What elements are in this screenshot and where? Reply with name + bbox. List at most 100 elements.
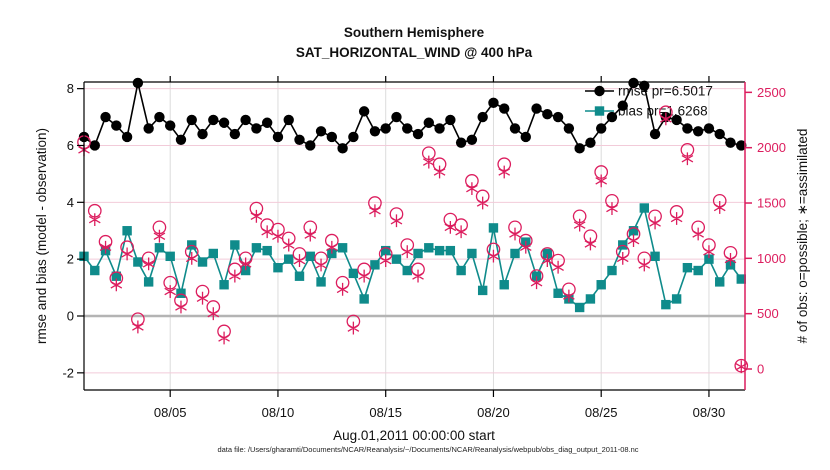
bias-point [499,280,509,290]
y-tick-label-right: 2000 [757,140,786,155]
bias-point [413,248,423,259]
y-tick-label-right: 2500 [757,85,786,100]
bias-point [154,243,165,253]
bias-point [240,265,251,276]
rmse-point [649,128,661,140]
chart-subtitle: SAT_HORIZONTAL_WIND @ 400 hPa [296,45,533,60]
rmse-point [574,143,585,154]
rmse-point [143,123,154,134]
bias-point [596,280,606,290]
rmse-point [402,123,413,134]
bias-point [553,288,563,298]
y-axis-label-left: rmse and bias (model - observation) [34,128,49,344]
rmse-point [261,117,273,128]
rmse-point [682,123,693,134]
rmse-point [154,111,165,123]
bias-point [650,251,660,262]
rmse-point [326,131,338,143]
rmse-point [423,117,434,128]
series-layer [77,77,749,374]
rmse-point [692,126,704,137]
rmse-point [520,131,531,143]
rmse-point [509,123,521,134]
bias-point [122,226,132,236]
bias-point [704,254,714,264]
rmse-point [272,131,284,143]
rmse-point [714,128,725,140]
bias-point [348,268,359,279]
rmse-point [703,123,715,134]
rmse-point [186,114,197,126]
rmse-point [596,123,607,134]
y-axis-label-right: # of obs: o=possible; ∗=assimilated [795,129,810,344]
bias-point [90,265,100,276]
bias-point [316,277,326,287]
rmse-point [229,128,241,140]
bias-point [510,248,520,259]
grid-layer [84,82,745,390]
bias-point [639,203,649,213]
bias-point [585,294,596,304]
x-tick-label: 08/25 [585,405,618,420]
x-tick-label: 08/10 [262,405,295,420]
y-tick-label-left: 6 [67,138,74,153]
bias-point [445,245,456,256]
bias-point [682,262,693,273]
rmse-point [358,106,370,117]
rmse-point [132,77,144,89]
bias-point [693,265,703,276]
bias-point [434,245,445,256]
rmse-point [337,143,348,154]
bias-point [176,288,186,298]
rmse-point [111,120,122,131]
y-tick-label-left: 0 [67,309,74,324]
y-tick-label-left: 8 [67,81,74,96]
rmse-point [305,140,316,151]
rmse-point [391,111,402,123]
rmse-point [736,140,747,151]
rmse-point [671,114,682,126]
bias-point [402,265,412,276]
bias-point [143,277,154,287]
rmse-point [725,137,736,148]
rmse-point [563,123,575,134]
y-tick-label-right: 500 [757,306,779,321]
rmse-point [380,123,391,134]
bias-point [294,271,305,281]
rmse-point [606,111,618,123]
y-tick-label-right: 1000 [757,251,786,266]
rmse-point [294,134,305,145]
bias-point [467,248,477,259]
y-tick-label-right: 1500 [757,196,786,211]
bias-point [219,280,229,290]
rmse-point [585,137,596,148]
rmse-point [628,77,639,89]
bias-point [359,294,369,304]
chart-title: Southern Hemisphere [344,25,485,40]
rmse-point [412,128,424,140]
rmse-point [488,97,499,109]
y-tick-label-left: 4 [67,195,74,210]
bias-point [424,243,434,253]
rmse-point [466,134,478,145]
bias-point [305,251,315,262]
rmse-point [315,126,327,137]
bias-point [574,302,585,313]
rmse-point [197,128,208,140]
rmse-point [542,109,553,120]
bias-point [477,285,488,296]
rmse-point [121,131,133,143]
legend-bias-marker-icon [594,106,605,116]
legend-bias-label: bias pr=1.6268 [618,104,708,119]
y-tick-label-left: 2 [67,252,74,267]
bias-point [736,274,746,284]
bias-point [715,277,725,287]
bias-point [671,294,682,304]
bias-point [488,223,499,233]
bias-point [542,248,553,259]
bias-point [337,243,348,253]
x-tick-label: 08/20 [477,405,510,420]
rmse-point [283,114,294,126]
y-tick-label-left: -2 [62,365,74,380]
